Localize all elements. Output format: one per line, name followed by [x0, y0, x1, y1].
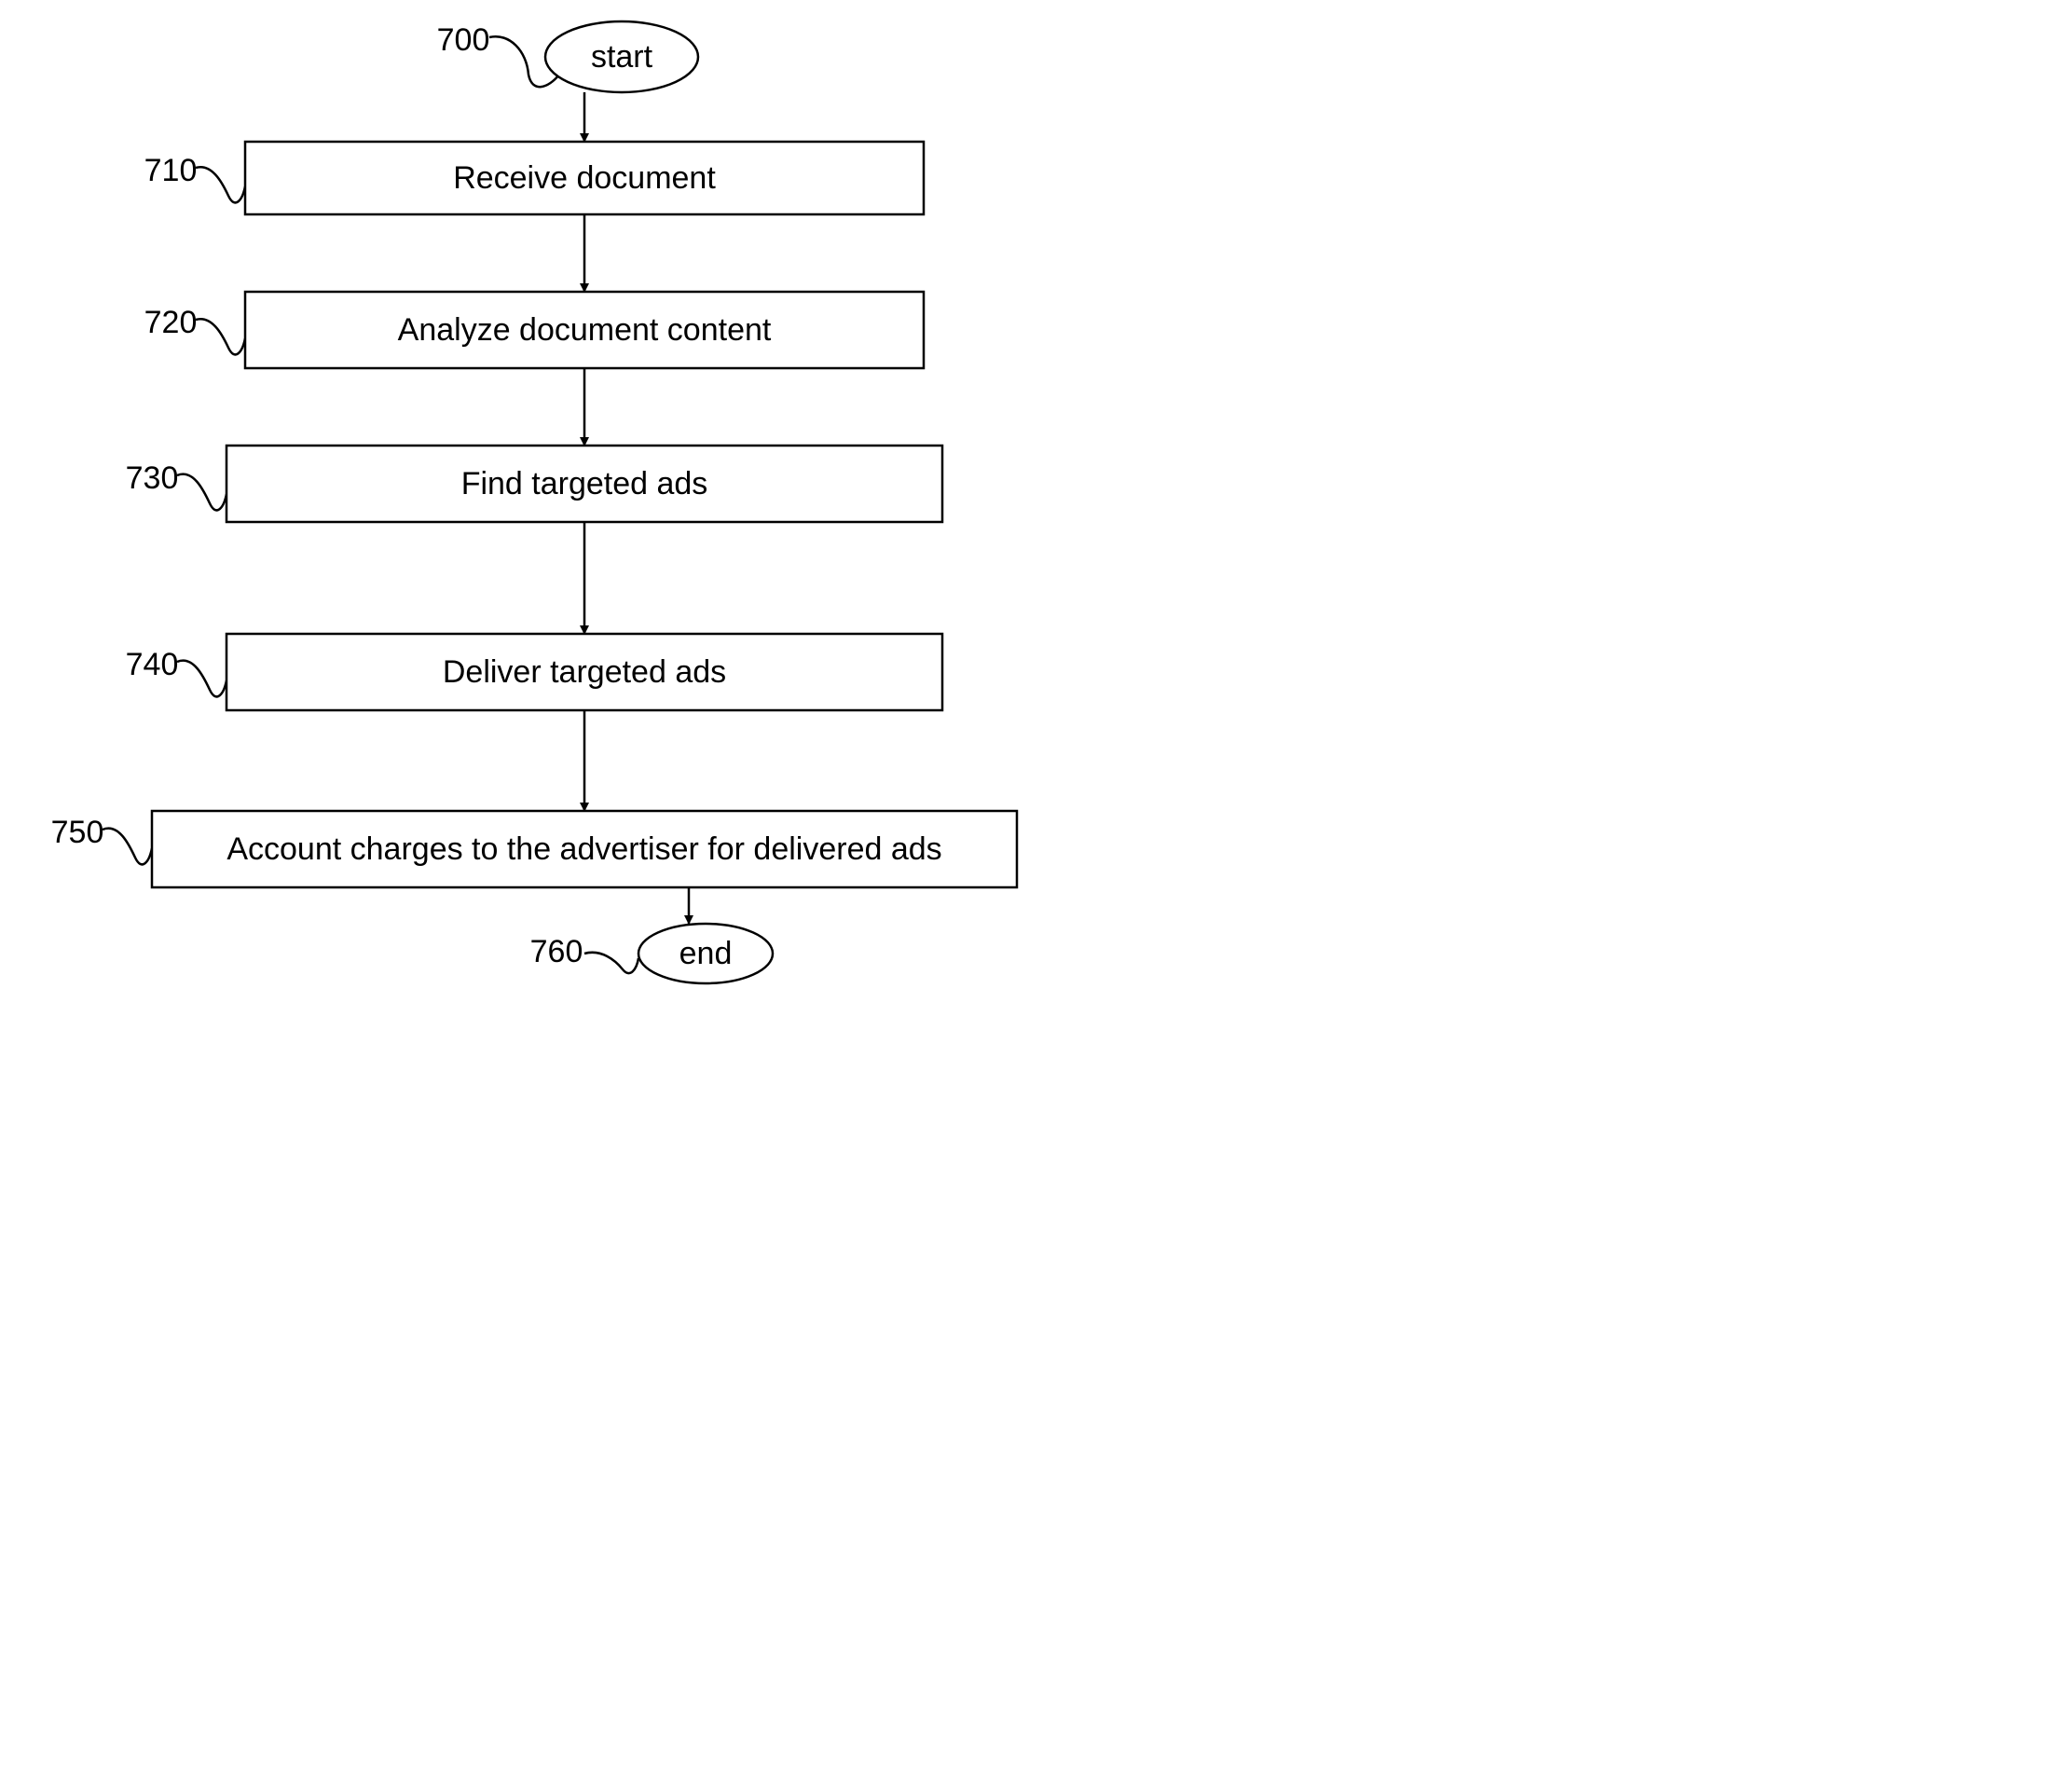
ref-700: 700	[437, 22, 490, 58]
ref-750: 750	[51, 815, 104, 850]
ref-710: 710	[144, 153, 198, 188]
ref-730: 730	[126, 460, 179, 496]
step-label-710: Receive document	[453, 160, 716, 196]
step-label-750: Account charges to the advertiser for de…	[226, 831, 941, 867]
ref-760: 760	[530, 934, 583, 969]
step-label-720: Analyze document content	[398, 312, 772, 348]
start-label: start	[591, 39, 653, 75]
step-label-730: Find targeted ads	[461, 466, 708, 501]
end-label: end	[679, 936, 733, 971]
ref-740: 740	[126, 647, 179, 682]
step-label-740: Deliver targeted ads	[443, 654, 726, 690]
ref-720: 720	[144, 305, 198, 340]
flowchart-canvas: start 700 Receive document 710 Analyze docum…	[0, 0, 1174, 1004]
